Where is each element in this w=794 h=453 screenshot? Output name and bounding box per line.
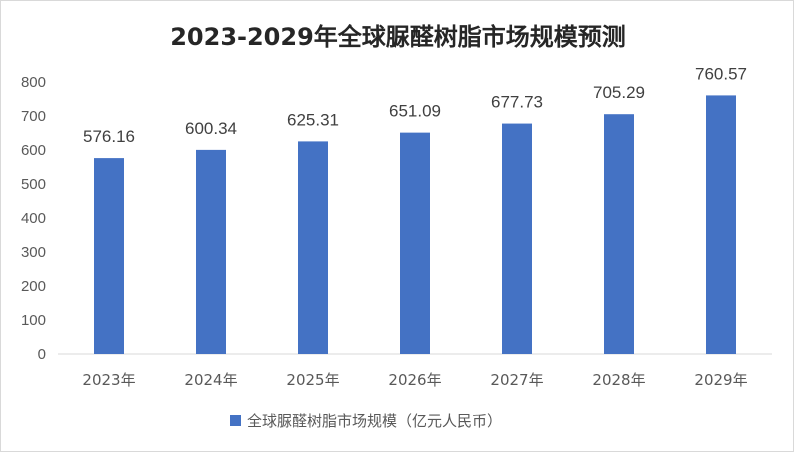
bar	[196, 149, 226, 354]
x-tick-label: 2029年	[694, 371, 747, 389]
x-tick-label: 2024年	[184, 371, 237, 389]
legend-swatch	[230, 415, 241, 426]
bar	[298, 141, 328, 354]
y-tick-label: 300	[21, 244, 46, 261]
chart-title: 2023-2029年全球脲醛树脂市场规模预测	[170, 23, 626, 51]
y-axis-ticks: 0 100 200 300 400 500 600 700 800	[21, 74, 46, 363]
data-label: 651.09	[389, 102, 441, 121]
data-label: 705.29	[593, 83, 645, 102]
x-tick-label: 2023年	[82, 371, 135, 389]
legend-label: 全球脲醛树脂市场规模（亿元人民币）	[247, 412, 502, 430]
data-label: 677.73	[491, 93, 543, 112]
legend: 全球脲醛树脂市场规模（亿元人民币）	[230, 412, 502, 430]
y-tick-label: 700	[21, 108, 46, 125]
x-tick-label: 2027年	[490, 371, 543, 389]
y-tick-label: 0	[38, 346, 46, 363]
x-tick-label: 2025年	[286, 371, 339, 389]
y-tick-label: 200	[21, 278, 46, 295]
x-axis-labels: 2023年 2024年 2025年 2026年 2027年 2028年 2029年	[82, 371, 747, 389]
y-tick-label: 600	[21, 142, 46, 159]
data-label: 625.31	[287, 110, 339, 129]
bar	[94, 158, 124, 354]
bar	[502, 123, 532, 354]
y-tick-label: 100	[21, 312, 46, 329]
bar	[604, 114, 634, 354]
bar	[706, 95, 736, 355]
x-tick-label: 2028年	[592, 371, 645, 389]
data-label: 576.16	[83, 127, 135, 146]
data-labels: 576.16 600.34 625.31 651.09 677.73 705.29 760.…	[83, 64, 747, 146]
bars	[94, 95, 736, 355]
x-tick-label: 2026年	[388, 371, 441, 389]
y-tick-label: 500	[21, 176, 46, 193]
bar	[400, 132, 430, 354]
data-label: 600.34	[185, 119, 237, 138]
y-tick-label: 400	[21, 210, 46, 227]
data-label: 760.57	[695, 64, 747, 83]
y-tick-label: 800	[21, 74, 46, 91]
